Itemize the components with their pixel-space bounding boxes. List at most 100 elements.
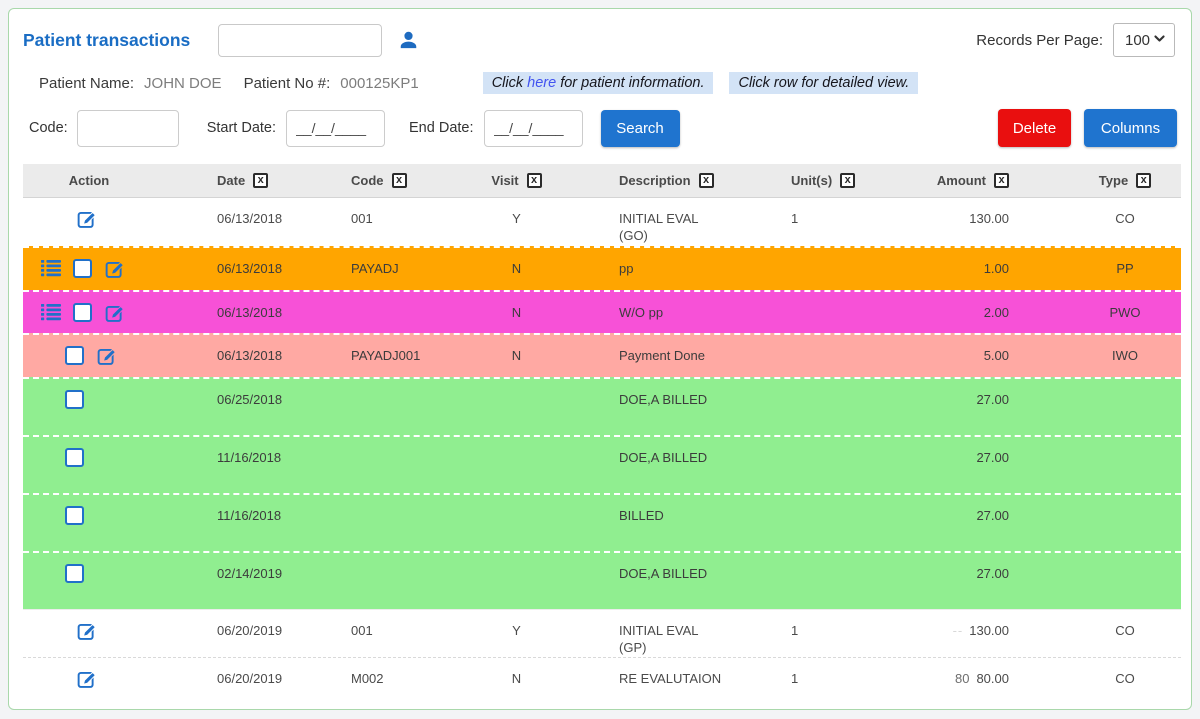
remove-column-icon[interactable]: x (1136, 173, 1152, 188)
amount-cell: 2.00 (869, 292, 1029, 333)
type-cell (1029, 437, 1181, 493)
columns-button[interactable]: Columns (1084, 109, 1177, 147)
row-checkbox[interactable] (65, 346, 84, 365)
column-label: Action (68, 173, 110, 188)
edit-icon[interactable] (76, 669, 97, 690)
description-cell: INITIAL EVAL (GO) (594, 198, 764, 246)
edit-icon[interactable] (76, 209, 97, 230)
row-checkbox[interactable] (65, 448, 84, 467)
date-cell: 06/13/2018 (217, 305, 283, 320)
code-cell: PAYADJ (351, 261, 399, 276)
records-per-page-label: Records Per Page: (976, 31, 1103, 49)
remove-column-icon[interactable]: x (840, 173, 856, 188)
table-row[interactable]: 06/25/2018 DOE,A BILLED 27.00 (23, 377, 1181, 435)
column-header-description: Description x (594, 164, 764, 197)
visit-cell (479, 437, 594, 493)
start-date-input[interactable] (286, 109, 386, 147)
search-button[interactable]: Search (600, 109, 680, 147)
amount-text: 130.00 (969, 623, 1009, 638)
row-detail-note: Click row for detailed view. (729, 72, 919, 94)
visit-cell: N (511, 671, 522, 686)
row-checkbox[interactable] (73, 259, 92, 278)
edit-icon[interactable] (96, 346, 117, 367)
remove-column-icon[interactable]: x (994, 173, 1009, 188)
column-header-action: Action (23, 164, 181, 197)
description-text: DOE,A BILLED (619, 566, 708, 581)
table-row[interactable]: 06/20/2019 M002 N RE EVALUTAION 1 80 80.0… (23, 657, 1181, 704)
type-cell: PWO (1109, 305, 1141, 320)
table-row[interactable]: 02/14/2019 DOE,A BILLED 27.00 (23, 551, 1181, 609)
filter-row: Code: Start Date: End Date: Search Delet… (29, 109, 1177, 147)
amount-cell: -- 130.00 (869, 610, 1029, 657)
table-row[interactable]: 06/13/2018 N W/O pp 2.00 PWO (23, 290, 1181, 333)
column-header-code: Code x (331, 164, 479, 197)
edit-icon[interactable] (76, 621, 97, 642)
amount-text: 80.00 (976, 671, 1009, 686)
amount-cell: 27.00 (869, 495, 1029, 551)
date-cell: 11/16/2018 (217, 508, 282, 523)
action-cell (23, 379, 181, 435)
description-cell: DOE,A BILLED (594, 437, 764, 493)
amount-cell: 80 80.00 (869, 658, 1029, 704)
description-cell: DOE,A BILLED (594, 379, 764, 435)
amount-cell: 27.00 (869, 553, 1029, 609)
end-date-input[interactable] (483, 109, 583, 147)
amount-text: 27.00 (976, 392, 1009, 407)
type-cell (1029, 379, 1181, 435)
row-checkbox[interactable] (73, 303, 92, 322)
table-row[interactable]: 06/13/2018 PAYADJ001 N Payment Done 5.00… (23, 333, 1181, 377)
remove-column-icon[interactable]: x (526, 173, 542, 188)
table-row[interactable]: 06/20/2019 001 Y INITIAL EVAL (GP) 1 -- 1… (23, 609, 1181, 657)
amount-cell: 1.00 (869, 248, 1029, 290)
table-header-row: Action Date x Code x Visit x Description x U… (23, 164, 1181, 198)
description-text: INITIAL EVAL (GP) (619, 623, 698, 655)
action-cell (23, 495, 181, 551)
code-cell (331, 292, 479, 333)
column-header-visit: Visit x (479, 164, 594, 197)
visit-cell: N (511, 305, 522, 320)
code-cell (331, 379, 479, 435)
units-cell (764, 495, 869, 551)
description-text: DOE,A BILLED (619, 450, 708, 465)
code-label: Code: (29, 120, 68, 136)
date-cell: 06/20/2019 (217, 623, 283, 638)
row-checkbox[interactable] (65, 506, 84, 525)
description-cell: INITIAL EVAL (GP) (594, 610, 764, 657)
list-icon[interactable] (41, 303, 61, 322)
edit-icon[interactable] (104, 303, 125, 324)
units-cell: 1 (791, 211, 799, 226)
records-per-page-value: 100 (1125, 31, 1151, 49)
remove-column-icon[interactable]: x (698, 173, 714, 188)
person-icon[interactable] (397, 29, 420, 52)
list-icon[interactable] (41, 259, 61, 278)
edit-icon[interactable] (104, 259, 125, 280)
column-label: Description (619, 173, 691, 188)
amount-prefix: -- (952, 623, 964, 638)
patient-search-input[interactable] (218, 23, 383, 57)
units-cell (764, 248, 869, 290)
records-per-page-select[interactable]: 100 (1113, 23, 1175, 57)
patient-name-value: JOHN DOE (144, 74, 222, 92)
column-header-units: Unit(s) x (764, 164, 869, 197)
remove-column-icon[interactable]: x (391, 173, 407, 188)
patient-info-link[interactable]: here (527, 75, 557, 91)
date-cell: 06/13/2018 (217, 261, 283, 276)
table-row[interactable]: 11/16/2018 DOE,A BILLED 27.00 (23, 435, 1181, 493)
remove-column-icon[interactable]: x (253, 173, 269, 188)
code-cell: M002 (351, 671, 384, 686)
row-checkbox[interactable] (65, 390, 84, 409)
column-header-date: Date x (181, 164, 331, 197)
date-cell: 06/13/2018 (217, 211, 283, 226)
row-checkbox[interactable] (65, 564, 84, 583)
delete-button[interactable]: Delete (998, 109, 1071, 147)
table-row[interactable]: 06/13/2018 001 Y INITIAL EVAL (GO) 1 130… (23, 198, 1181, 246)
action-cell (23, 198, 181, 246)
action-cell (23, 553, 181, 609)
description-cell: BILLED (594, 495, 764, 551)
visit-cell (479, 553, 594, 609)
table-row[interactable]: 06/13/2018 PAYADJ N pp 1.00 PP (23, 246, 1181, 290)
code-input[interactable] (76, 109, 179, 147)
visit-cell: Y (512, 211, 521, 226)
table-row[interactable]: 11/16/2018 BILLED 27.00 (23, 493, 1181, 551)
visit-cell: Y (512, 623, 521, 638)
